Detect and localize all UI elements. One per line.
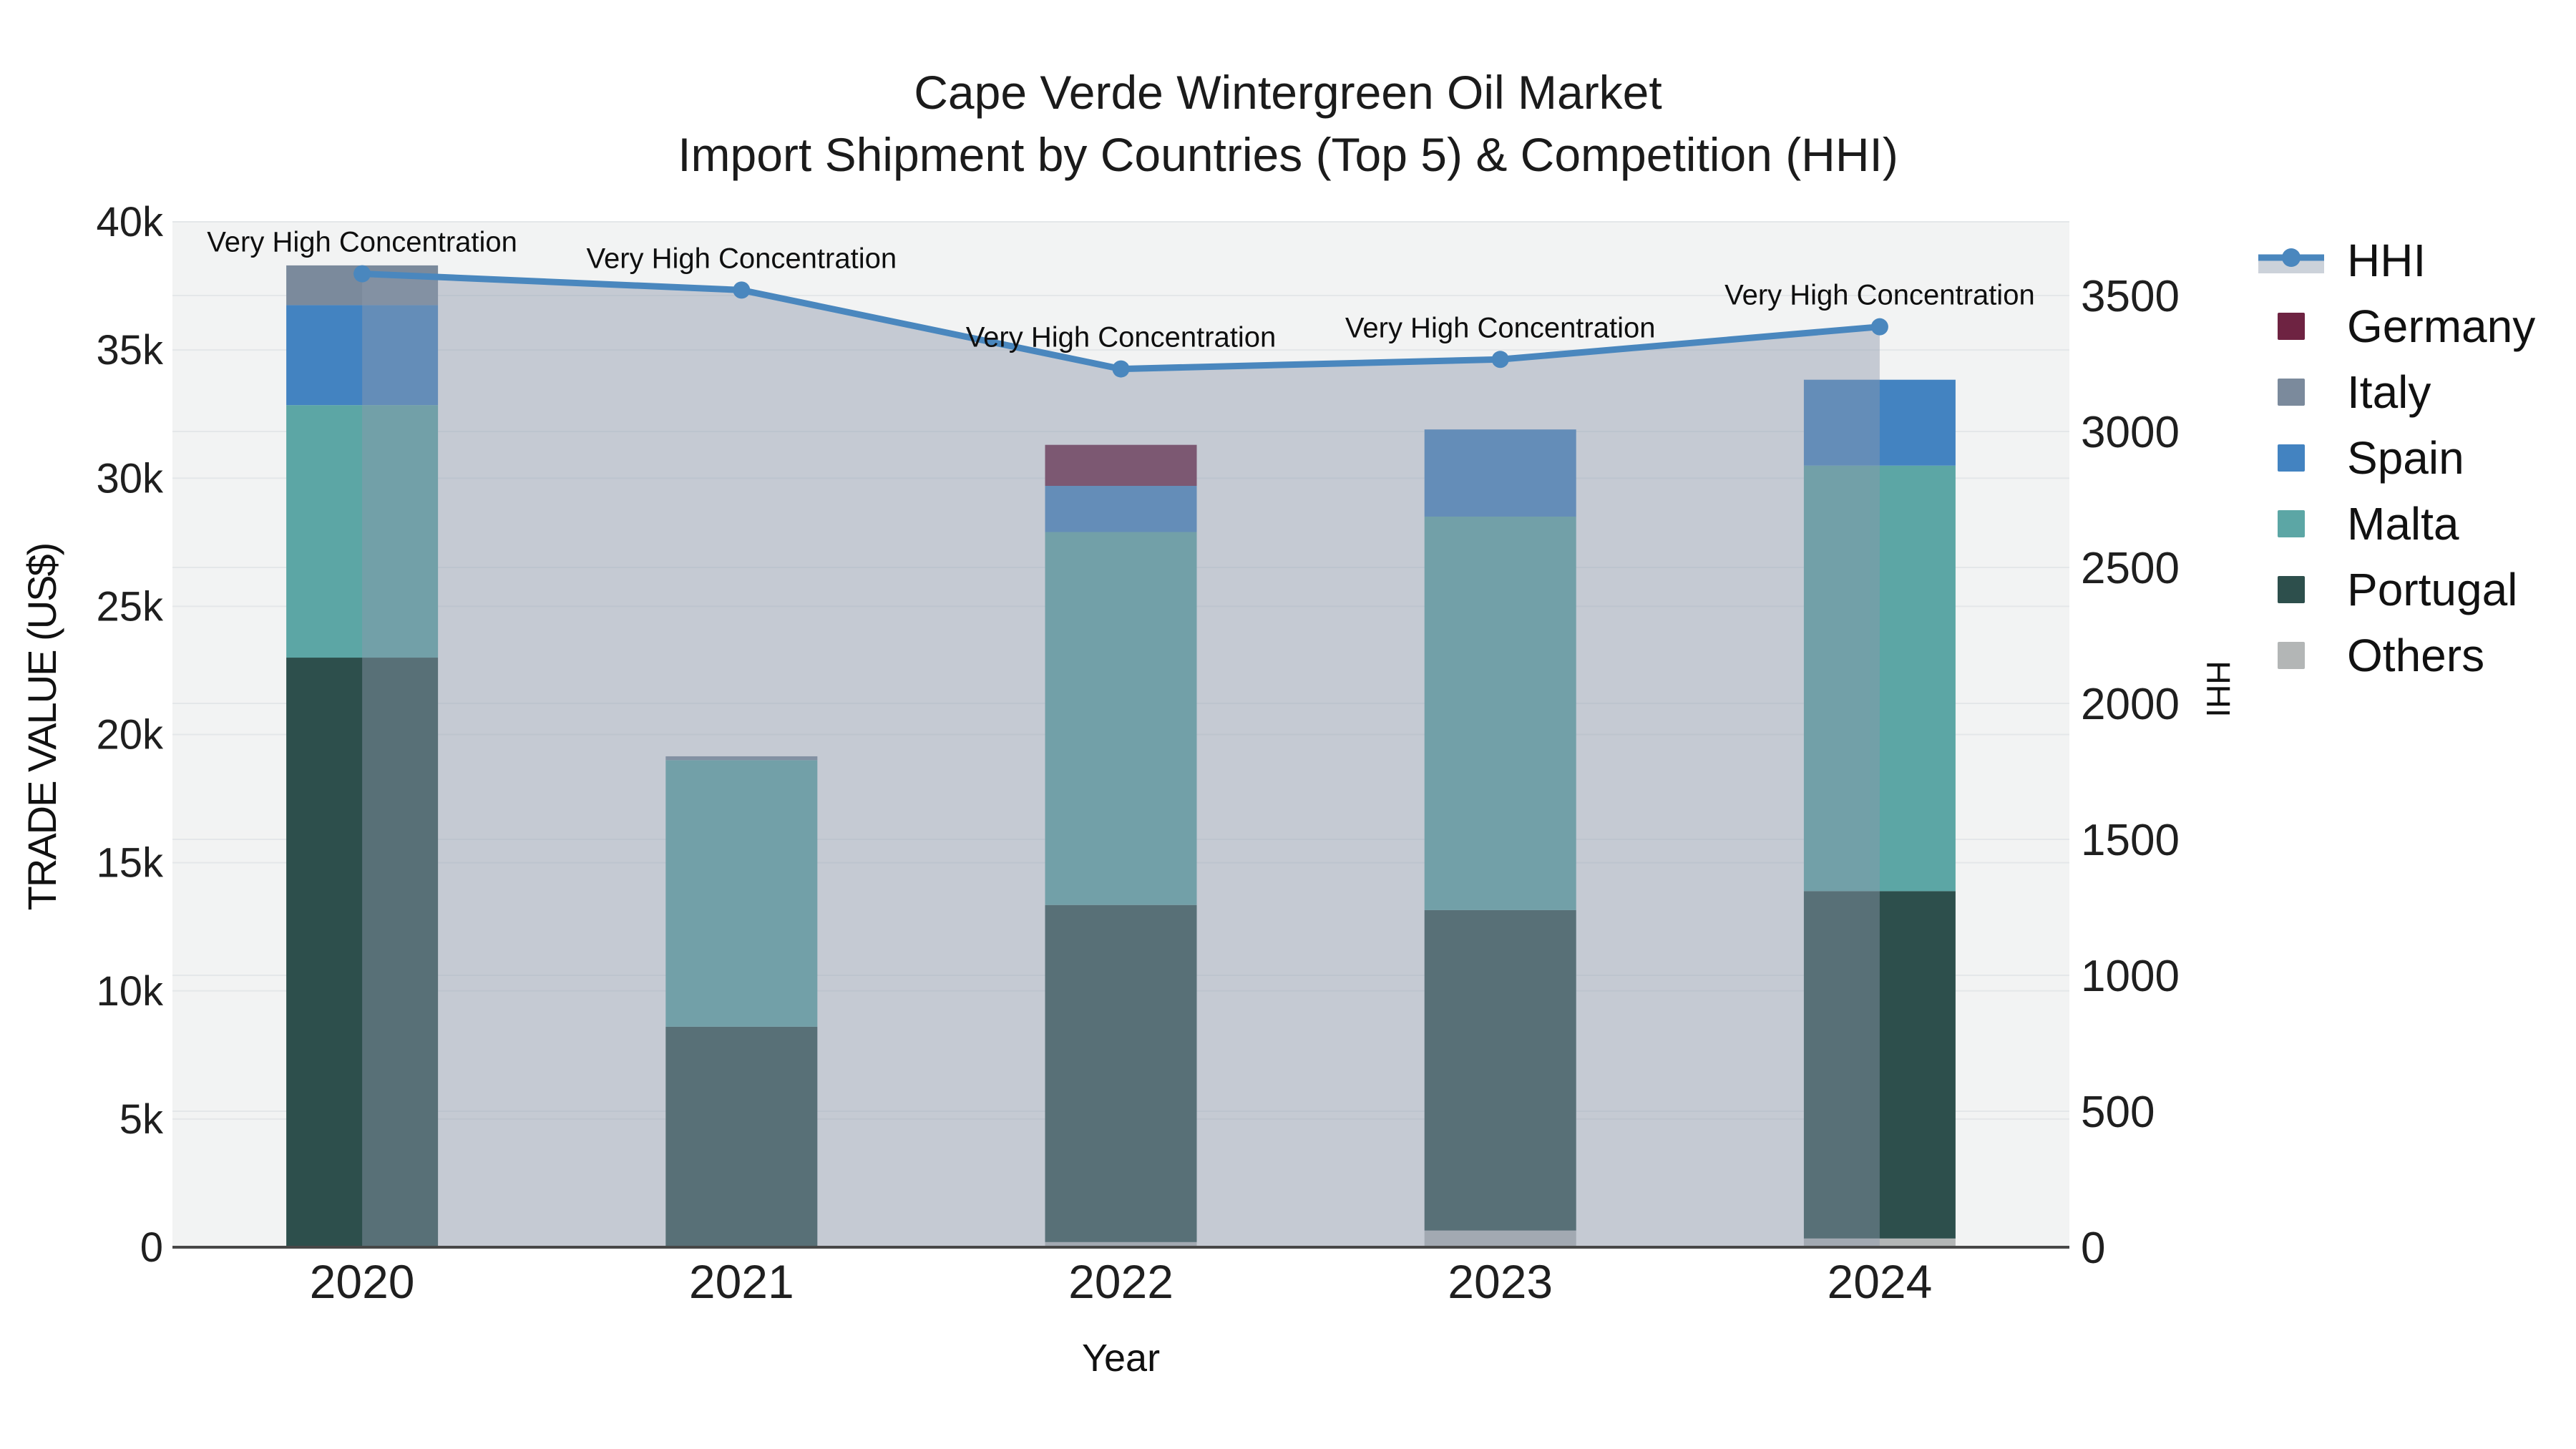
y-left-axis-title: TRADE VALUE (US$) bbox=[19, 544, 64, 911]
bar-segment-spain-2023[interactable] bbox=[1424, 429, 1576, 517]
bar-segment-portugal-2021[interactable] bbox=[665, 1026, 818, 1247]
legend-item-others[interactable]: Others bbox=[2254, 623, 2535, 688]
annotation-2020: Very High Concentration bbox=[207, 227, 517, 258]
legend-item-germany[interactable]: Germany bbox=[2254, 293, 2535, 359]
bar-segment-portugal-2022[interactable] bbox=[1045, 904, 1197, 1242]
legend-label-hhi: HHI bbox=[2347, 235, 2426, 286]
hhi-marker-2020[interactable] bbox=[353, 265, 371, 283]
bar-segment-malta-2020[interactable] bbox=[286, 405, 439, 658]
legend-item-malta[interactable]: Malta bbox=[2254, 491, 2535, 557]
bar-segment-portugal-2024[interactable] bbox=[1803, 891, 1956, 1239]
legend-label-germany: Germany bbox=[2347, 301, 2536, 352]
annotation-2022: Very High Concentration bbox=[966, 322, 1277, 353]
legend-label-portugal: Portugal bbox=[2347, 564, 2518, 615]
y-right-tick-3500: 3500 bbox=[2081, 272, 2180, 321]
legend-swatch-italy bbox=[2254, 379, 2328, 406]
annotation-2024: Very High Concentration bbox=[1724, 280, 2035, 311]
x-tick-2022: 2022 bbox=[1068, 1255, 1174, 1308]
x-tick-2024: 2024 bbox=[1827, 1255, 1932, 1308]
hhi-line-sample-svg bbox=[2258, 248, 2324, 273]
annotation-2023: Very High Concentration bbox=[1345, 312, 1656, 343]
legend-swatch-spain bbox=[2254, 444, 2328, 472]
hhi-marker-2023[interactable] bbox=[1491, 351, 1509, 369]
y-left-tick-20k: 20k bbox=[96, 712, 164, 758]
bar-segment-others-2023[interactable] bbox=[1424, 1230, 1576, 1247]
legend-swatch-portugal bbox=[2254, 576, 2328, 603]
legend-label-malta: Malta bbox=[2347, 498, 2459, 550]
legend-swatch-malta bbox=[2254, 510, 2328, 537]
legend-item-spain[interactable]: Spain bbox=[2254, 425, 2535, 491]
y-left-tick-30k: 30k bbox=[96, 455, 164, 502]
annotation-2021: Very High Concentration bbox=[587, 243, 897, 274]
chart-title-line1: Cape Verde Wintergreen Oil Market bbox=[914, 66, 1662, 119]
legend-label-others: Others bbox=[2347, 630, 2485, 681]
chart-title: Cape Verde Wintergreen Oil Market Import… bbox=[678, 62, 1898, 186]
hhi-marker-2022[interactable] bbox=[1112, 360, 1130, 378]
legend: HHI Germany Italy Spain Malta Portugal Others bbox=[2254, 228, 2535, 688]
chart-title-line2: Import Shipment by Countries (Top 5) & C… bbox=[678, 128, 1898, 182]
x-tick-2021: 2021 bbox=[689, 1255, 794, 1308]
y-right-tick-500: 500 bbox=[2081, 1088, 2155, 1137]
y-left-tick-35k: 35k bbox=[96, 327, 164, 374]
y-right-tick-1500: 1500 bbox=[2081, 816, 2180, 865]
swatch-color-spain bbox=[2278, 444, 2305, 472]
bar-segment-spain-2020[interactable] bbox=[286, 305, 439, 406]
x-tick-2023: 2023 bbox=[1448, 1255, 1553, 1308]
hhi-marker-2021[interactable] bbox=[733, 281, 751, 299]
bar-segment-malta-2024[interactable] bbox=[1803, 465, 1956, 892]
hhi-marker-2024[interactable] bbox=[1870, 318, 1888, 336]
y-right-tick-1000: 1000 bbox=[2081, 952, 2180, 1001]
legend-item-hhi[interactable]: HHI bbox=[2254, 228, 2535, 293]
swatch-color-italy bbox=[2278, 379, 2305, 406]
y-right-tick-2000: 2000 bbox=[2081, 680, 2180, 729]
bar-segment-malta-2022[interactable] bbox=[1045, 532, 1197, 905]
hhi-area-fill bbox=[362, 273, 1880, 1247]
legend-swatch-others bbox=[2254, 642, 2328, 669]
y-left-tick-25k: 25k bbox=[96, 583, 164, 630]
y-left-tick-5k: 5k bbox=[119, 1096, 164, 1143]
bar-segment-others-2024[interactable] bbox=[1803, 1238, 1956, 1247]
bar-segment-spain-2022[interactable] bbox=[1045, 485, 1197, 532]
y-left-tick-0: 0 bbox=[140, 1224, 163, 1271]
hhi-line-sample-icon bbox=[2254, 243, 2328, 278]
bar-segment-germany-2022[interactable] bbox=[1045, 444, 1197, 486]
bar-segment-others-2022[interactable] bbox=[1045, 1241, 1197, 1247]
x-tick-2020: 2020 bbox=[310, 1255, 415, 1308]
y-right-tick-3000: 3000 bbox=[2081, 408, 2180, 457]
swatch-color-others bbox=[2278, 642, 2305, 669]
legend-swatch-germany bbox=[2254, 313, 2328, 340]
swatch-color-malta bbox=[2278, 510, 2305, 537]
bar-segment-malta-2021[interactable] bbox=[665, 760, 818, 1027]
bar-segment-italy-2021[interactable] bbox=[665, 756, 818, 761]
legend-item-italy[interactable]: Italy bbox=[2254, 359, 2535, 425]
x-axis-title: Year bbox=[1082, 1337, 1160, 1380]
bar-segment-portugal-2020[interactable] bbox=[286, 658, 439, 1247]
bar-segment-portugal-2023[interactable] bbox=[1424, 909, 1576, 1231]
y-right-axis-title: HHI bbox=[2200, 660, 2237, 717]
swatch-color-portugal bbox=[2278, 576, 2305, 603]
y-left-tick-10k: 10k bbox=[96, 968, 164, 1015]
legend-label-spain: Spain bbox=[2347, 432, 2464, 484]
legend-label-italy: Italy bbox=[2347, 366, 2431, 418]
bar-segment-spain-2024[interactable] bbox=[1803, 379, 1956, 466]
swatch-color-germany bbox=[2278, 313, 2305, 340]
y-right-tick-2500: 2500 bbox=[2081, 544, 2180, 593]
bar-segment-malta-2023[interactable] bbox=[1424, 516, 1576, 910]
legend-item-portugal[interactable]: Portugal bbox=[2254, 557, 2535, 623]
y-left-tick-40k: 40k bbox=[96, 199, 164, 245]
y-right-tick-0: 0 bbox=[2081, 1224, 2105, 1273]
y-left-tick-15k: 15k bbox=[96, 840, 164, 887]
